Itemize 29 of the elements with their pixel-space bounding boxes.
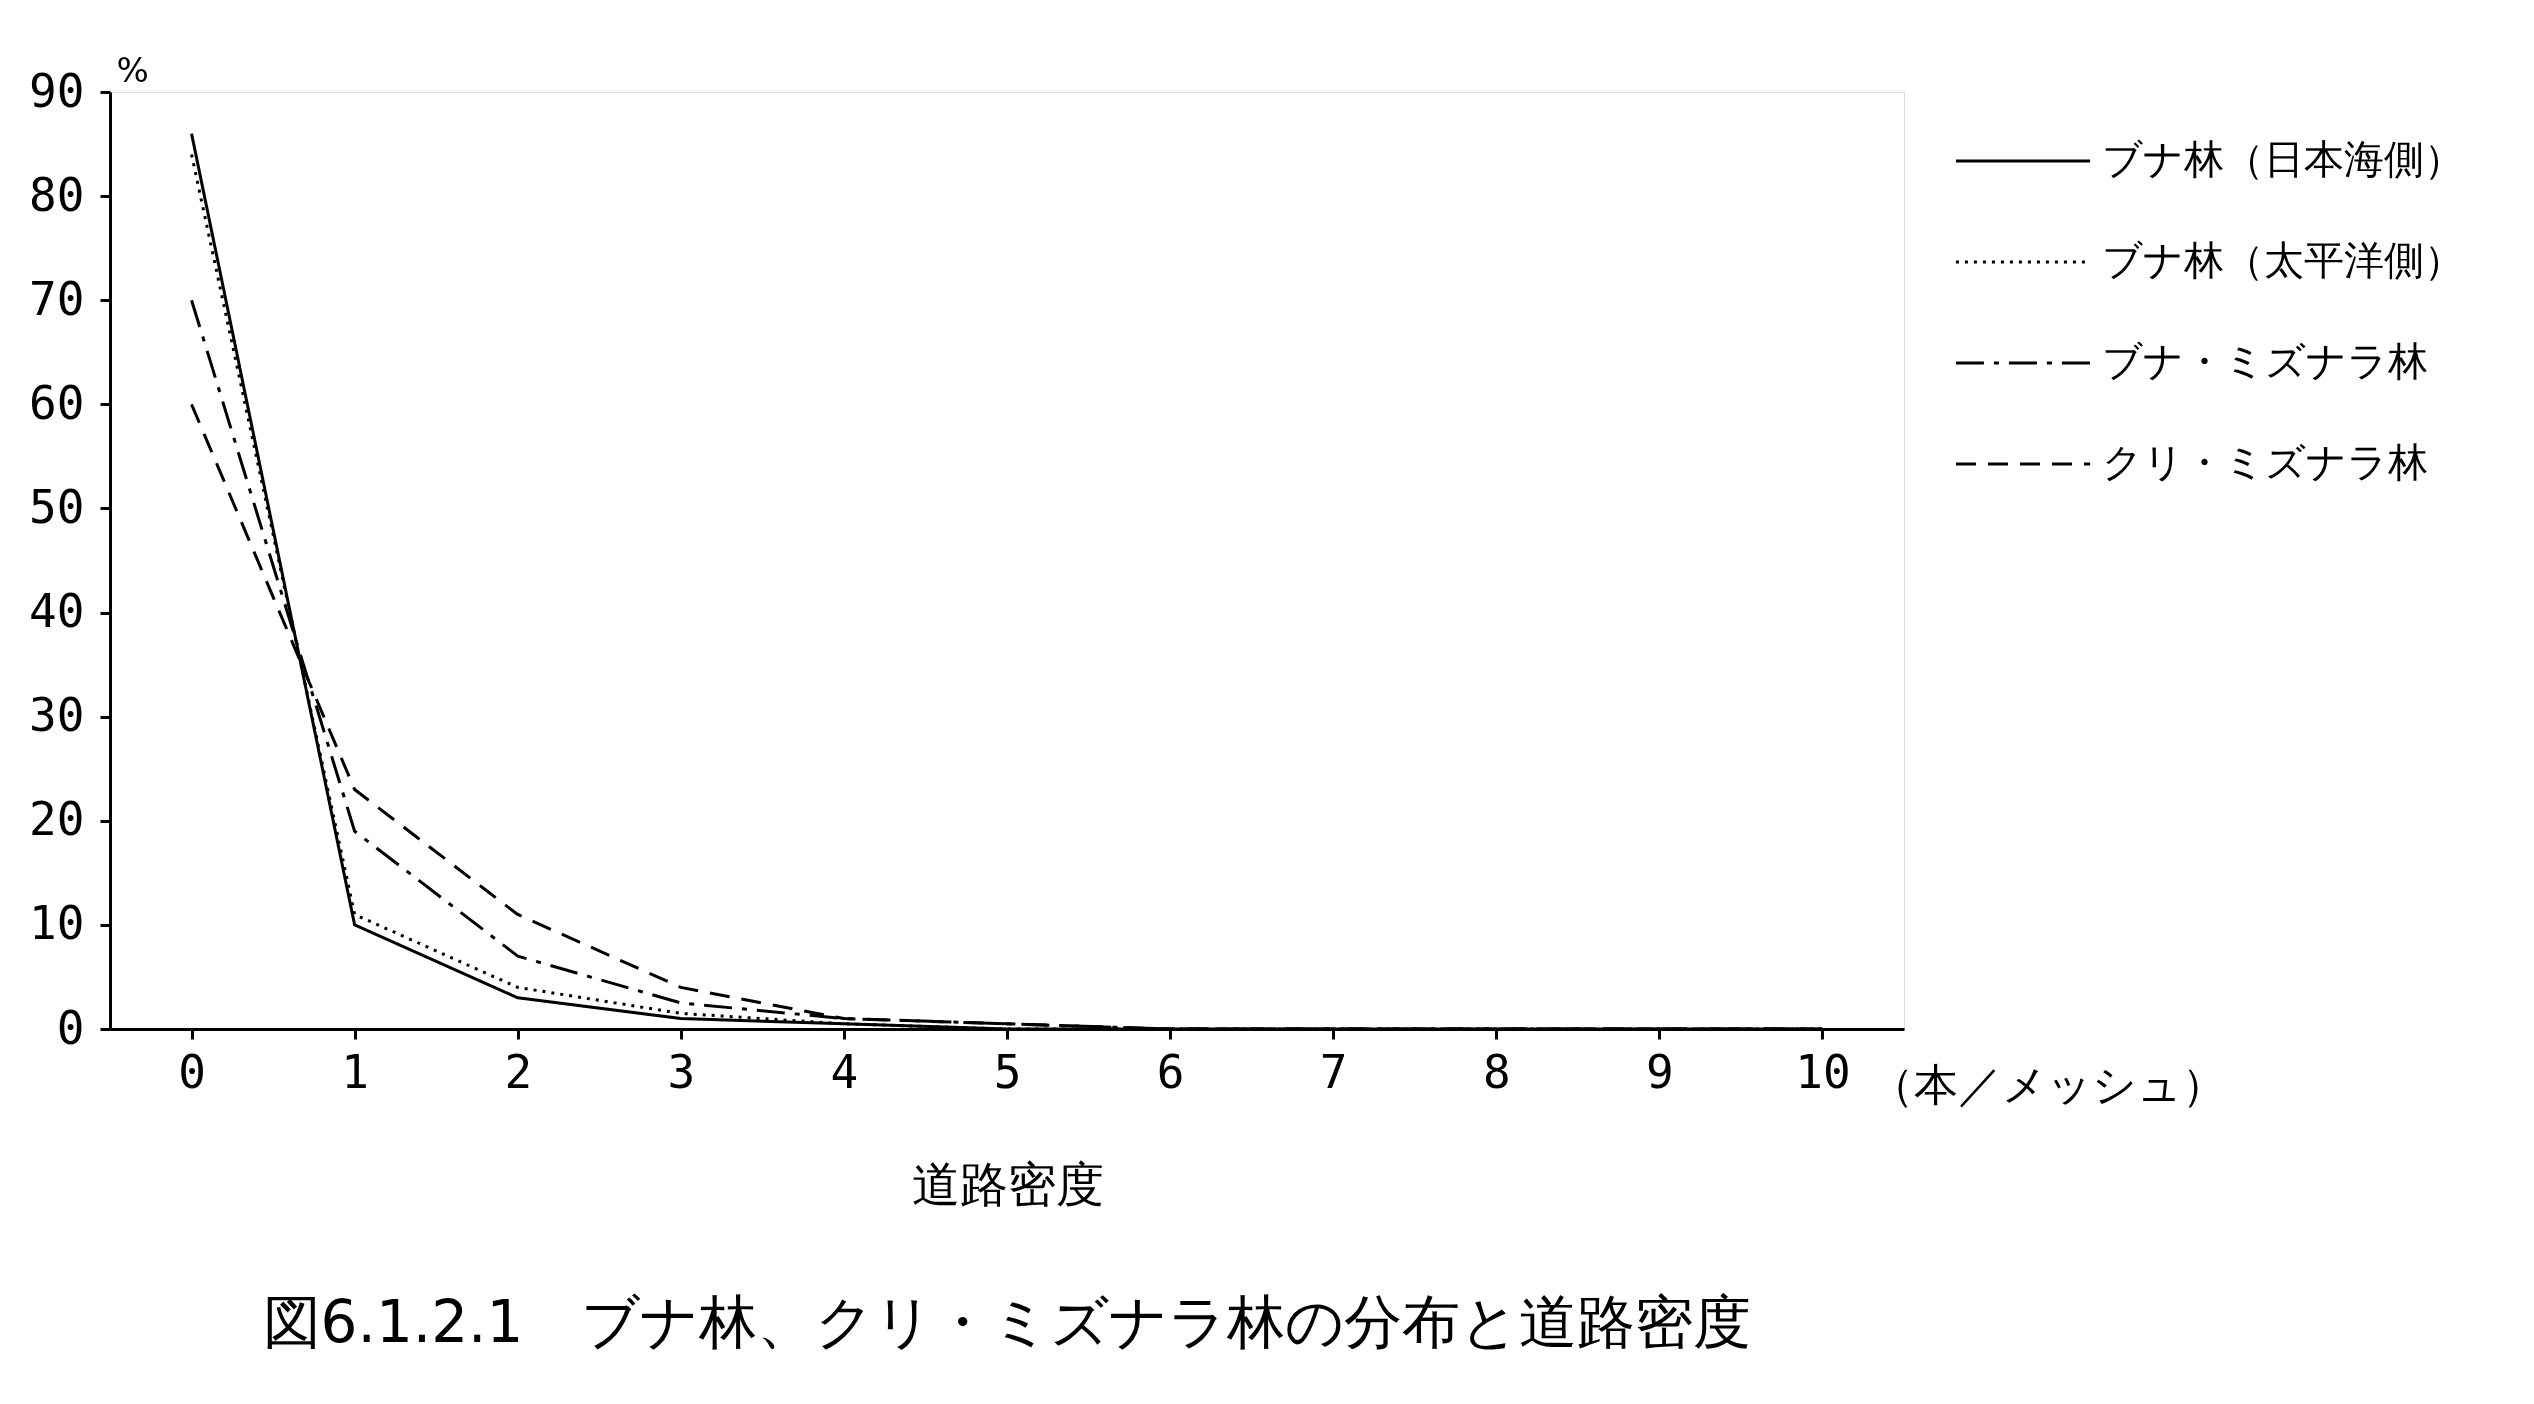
y-tick-label: 90 — [29, 63, 85, 118]
x-tick-label: 8 — [1482, 1044, 1511, 1099]
text: （本／メッシュ） — [1870, 1059, 2226, 1110]
x-tick-label: 10 — [1795, 1044, 1851, 1099]
legend-label: クリ・ミズナラ林 — [2102, 439, 2428, 485]
legend-label: ブナ林（太平洋側） — [2102, 237, 2464, 283]
y-tick-label: 60 — [29, 375, 85, 430]
y-tick-label: 80 — [29, 167, 85, 222]
x-tick-label: 4 — [830, 1044, 859, 1099]
y-tick-label: 70 — [29, 271, 85, 326]
y-tick-label: 40 — [29, 584, 85, 639]
x-tick-label: 5 — [993, 1044, 1022, 1099]
x-tick-label: 1 — [341, 1044, 369, 1099]
x-tick-label: 6 — [1156, 1044, 1185, 1099]
x-tick-label: 0 — [178, 1044, 206, 1099]
y-tick-label: 50 — [29, 479, 85, 534]
legend-label: ブナ・ミズナラ林 — [2102, 338, 2428, 384]
y-tick-label: 30 — [29, 688, 85, 743]
x-tick-label: 9 — [1646, 1044, 1674, 1099]
x-tick-label: 3 — [667, 1044, 696, 1099]
y-tick-label: 20 — [29, 792, 85, 847]
y-axis-title: % — [116, 49, 149, 90]
legend-label: ブナ林（日本海側） — [2102, 136, 2464, 182]
x-axis-title: 道路密度 — [911, 1155, 1104, 1212]
x-tick-label: 7 — [1319, 1044, 1348, 1099]
x-tick-label: 2 — [504, 1044, 533, 1099]
y-tick-label: 0 — [56, 1000, 85, 1055]
text: 図6.1.2.1 ブナ林、クリ・ミズナラ林の分布と道路密度 — [262, 1288, 1752, 1356]
y-tick-label: 10 — [29, 896, 85, 951]
